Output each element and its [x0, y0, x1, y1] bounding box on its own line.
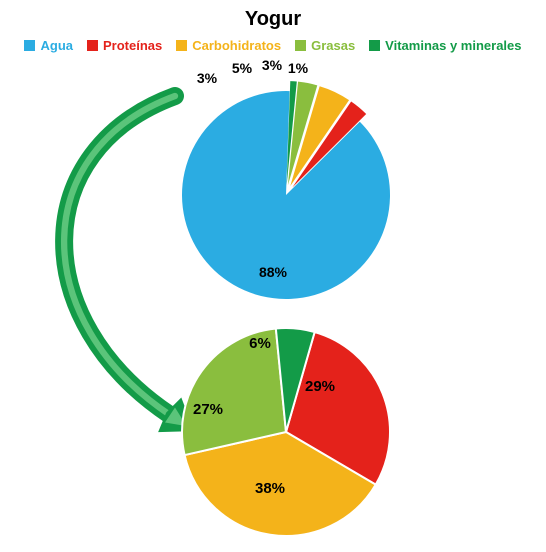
pie-slice-label: 5%	[222, 60, 262, 76]
chart-container: Yogur Agua Proteínas Carbohidratos Grasa…	[0, 0, 546, 552]
pie-slice-label: 88%	[253, 264, 293, 280]
pie-slice-label: 29%	[300, 378, 340, 395]
pie-slice-label: 6%	[240, 335, 280, 352]
pie-slice-label: 27%	[188, 401, 228, 418]
pie-slice-label: 3%	[187, 70, 227, 86]
pie-slice-label: 38%	[250, 480, 290, 497]
